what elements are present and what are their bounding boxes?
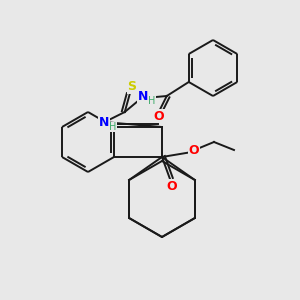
Text: N: N <box>99 116 109 128</box>
Text: O: O <box>153 110 164 122</box>
Text: H: H <box>148 96 155 106</box>
Text: O: O <box>167 179 177 193</box>
Text: N: N <box>138 91 148 103</box>
Text: O: O <box>189 143 199 157</box>
Text: S: S <box>127 80 136 94</box>
Text: H: H <box>109 122 116 132</box>
